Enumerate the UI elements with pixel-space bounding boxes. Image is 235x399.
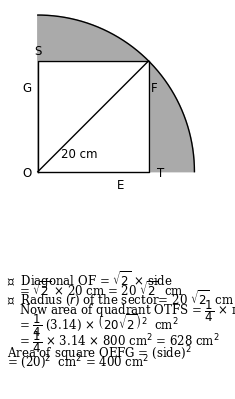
Polygon shape: [38, 61, 149, 172]
Text: = (20)$^2$  cm$^2$ = 400 cm$^2$: = (20)$^2$ cm$^2$ = 400 cm$^2$: [7, 353, 149, 371]
Text: = $\dfrac{1}{4}$ × 3.14 × 800 cm$^2$ = 628 cm$^2$: = $\dfrac{1}{4}$ × 3.14 × 800 cm$^2$ = 6…: [19, 329, 219, 355]
Text: = $\dfrac{1}{4}$ (3.14) × $\left(20\sqrt{2}\right)^2$  cm$^2$: = $\dfrac{1}{4}$ (3.14) × $\left(20\sqrt…: [19, 313, 178, 339]
Text: ∴  Diagonal OF = $\sqrt{2}$ × side: ∴ Diagonal OF = $\sqrt{2}$ × side: [7, 269, 173, 291]
Text: T: T: [157, 167, 164, 180]
Text: Area of square OEFG = (side)$^2$: Area of square OEFG = (side)$^2$: [7, 345, 192, 364]
Text: Now area of quadrant OTFS = $\dfrac{1}{4}$ × π$r^2$: Now area of quadrant OTFS = $\dfrac{1}{4…: [19, 298, 235, 324]
Polygon shape: [38, 15, 194, 172]
Text: ∴  Radius ($r$) of the sector= 20 $\sqrt{2}$  cm: ∴ Radius ($r$) of the sector= 20 $\sqrt{…: [7, 288, 235, 308]
Text: F: F: [151, 81, 158, 95]
Text: S: S: [34, 45, 42, 58]
Text: E: E: [117, 179, 125, 192]
Text: O: O: [22, 167, 31, 180]
Text: G: G: [22, 82, 31, 95]
Text: = $\sqrt{2}$ × 20 cm = 20 $\sqrt{2}$  cm: = $\sqrt{2}$ × 20 cm = 20 $\sqrt{2}$ cm: [19, 280, 184, 298]
Text: 20 cm: 20 cm: [61, 148, 98, 161]
